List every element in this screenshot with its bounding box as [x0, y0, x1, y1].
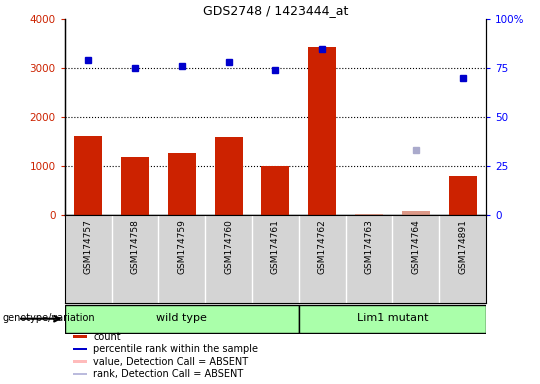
Bar	[73, 360, 87, 363]
Bar	[73, 348, 87, 351]
Text: GSM174758: GSM174758	[131, 220, 139, 274]
Text: count: count	[93, 331, 121, 342]
Bar	[402, 211, 430, 215]
Bar	[214, 137, 242, 215]
Text: GSM174757: GSM174757	[84, 220, 93, 274]
Text: rank, Detection Call = ABSENT: rank, Detection Call = ABSENT	[93, 369, 244, 379]
Bar	[299, 305, 486, 333]
Text: GSM174891: GSM174891	[458, 220, 467, 274]
Text: percentile rank within the sample: percentile rank within the sample	[93, 344, 259, 354]
Text: GSM174762: GSM174762	[318, 220, 327, 274]
Bar	[308, 47, 336, 215]
Bar	[355, 214, 383, 215]
Text: GSM174760: GSM174760	[224, 220, 233, 274]
Text: GSM174759: GSM174759	[177, 220, 186, 274]
Text: wild type: wild type	[157, 313, 207, 323]
Bar	[65, 305, 299, 333]
Bar	[261, 166, 289, 215]
Text: genotype/variation: genotype/variation	[3, 313, 96, 323]
Text: GSM174764: GSM174764	[411, 220, 420, 274]
Bar	[449, 176, 477, 215]
Bar	[168, 153, 196, 215]
Bar	[73, 335, 87, 338]
Title: GDS2748 / 1423444_at: GDS2748 / 1423444_at	[202, 3, 348, 17]
Bar	[121, 157, 149, 215]
Bar	[73, 372, 87, 376]
Bar	[74, 136, 102, 215]
Text: Lim1 mutant: Lim1 mutant	[356, 313, 428, 323]
Text: GSM174763: GSM174763	[364, 220, 374, 274]
Text: value, Detection Call = ABSENT: value, Detection Call = ABSENT	[93, 356, 248, 367]
Text: GSM174761: GSM174761	[271, 220, 280, 274]
